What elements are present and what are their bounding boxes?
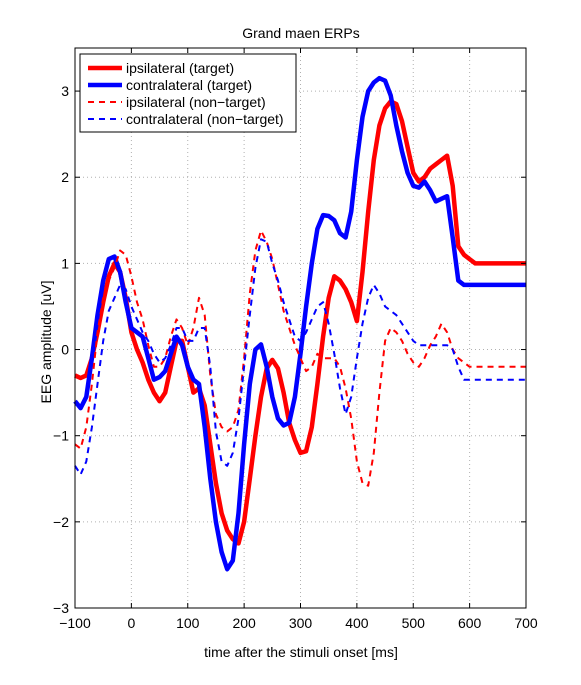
x-tick-label: 300	[289, 615, 313, 631]
chart-title: Grand maen ERPs	[242, 25, 360, 41]
series-line-1	[74, 99, 526, 546]
series-line-4	[74, 238, 526, 476]
legend-label-4: contralateral (non−target)	[126, 111, 284, 127]
y-tick-label: 0	[61, 342, 69, 358]
x-tick-label: 400	[345, 615, 369, 631]
series-line-2	[73, 75, 526, 572]
x-tick-label: 200	[232, 615, 256, 631]
x-axis-label: time after the stimuli onset [ms]	[204, 644, 398, 660]
x-tick-label: 700	[514, 615, 538, 631]
legend-label-3: ipsilateral (non−target)	[126, 94, 266, 110]
legend-label-1: ipsilateral (target)	[126, 60, 234, 76]
y-tick-label: 3	[61, 83, 69, 99]
x-tick-label: 500	[402, 615, 426, 631]
y-tick-label: 1	[61, 255, 69, 271]
legend: ipsilateral (target)contralateral (targe…	[79, 53, 297, 133]
x-tick-label: 100	[176, 615, 200, 631]
y-tick-label: 2	[61, 169, 69, 185]
x-tick-label: 0	[127, 615, 135, 631]
plot-area: −100 0 100 200 300 400 500 600 700 −3 −2 −1 0 1 2 3	[53, 47, 538, 631]
x-tick-label: −100	[59, 615, 91, 631]
y-tick-label: −1	[53, 428, 69, 444]
y-tick-label: −2	[53, 514, 69, 530]
x-tick-label: 600	[458, 615, 482, 631]
y-tick-label: −3	[53, 600, 69, 616]
y-axis-label: EEG amplitude [uV]	[38, 281, 54, 404]
legend-label-2: contralateral (target)	[126, 77, 252, 93]
